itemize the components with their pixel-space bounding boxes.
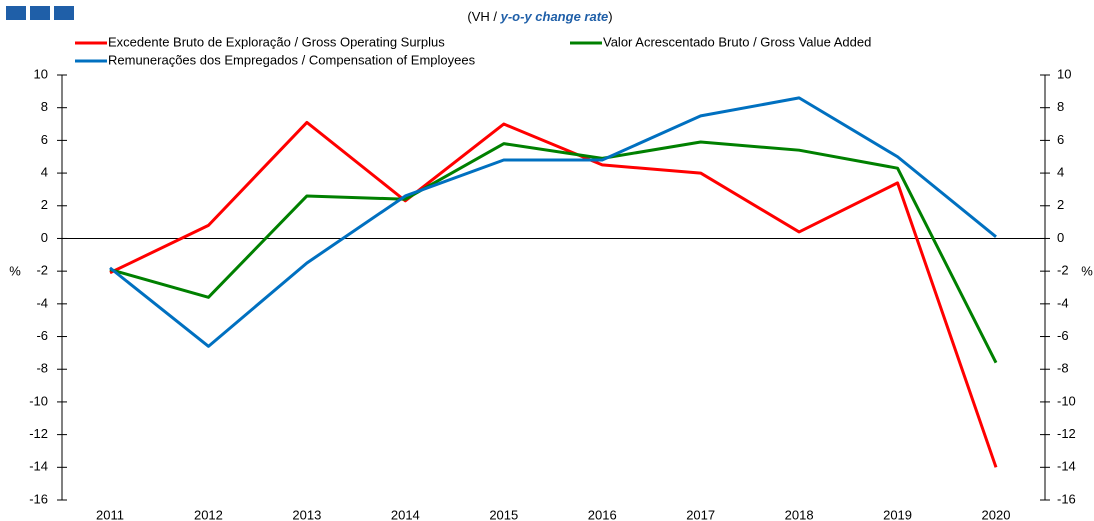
x-tick-label: 2019 xyxy=(883,507,912,521)
y2-tick-label: 8 xyxy=(1057,99,1064,114)
x-tick-label: 2016 xyxy=(588,507,617,521)
y-tick-label: -10 xyxy=(29,393,48,408)
y2-axis-label: % xyxy=(1081,263,1093,278)
x-tick-label: 2012 xyxy=(194,507,223,521)
series-line xyxy=(109,120,998,468)
logo xyxy=(6,6,74,20)
y2-tick-label: 2 xyxy=(1057,197,1064,212)
y-tick-label: -6 xyxy=(36,328,48,343)
y-tick-label: 0 xyxy=(41,230,48,245)
x-tick-label: 2014 xyxy=(391,507,420,521)
y-tick-label: -4 xyxy=(36,295,48,310)
series-line xyxy=(109,96,997,348)
y-tick-label: 8 xyxy=(41,99,48,114)
x-tick-label: 2013 xyxy=(292,507,321,521)
y-tick-label: 6 xyxy=(41,132,48,147)
subtitle-part: ) xyxy=(608,9,612,24)
legend-label: Excedente Bruto de Exploração / Gross Op… xyxy=(108,34,445,49)
y2-tick-label: -8 xyxy=(1057,361,1069,376)
legend-label: Valor Acrescentado Bruto / Gross Value A… xyxy=(603,34,871,49)
x-tick-label: 2017 xyxy=(686,507,715,521)
y2-tick-label: -10 xyxy=(1057,393,1076,408)
subtitle: (VH / y-o-y change rate) xyxy=(467,9,612,24)
y-tick-label: 2 xyxy=(41,197,48,212)
y2-tick-label: 6 xyxy=(1057,132,1064,147)
y-tick-label: -16 xyxy=(29,491,48,506)
x-tick-label: 2020 xyxy=(982,507,1011,521)
y-tick-label: -2 xyxy=(36,263,48,278)
y2-tick-label: -4 xyxy=(1057,295,1069,310)
subtitle-emphasis: y-o-y change rate xyxy=(500,9,609,24)
x-tick-label: 2011 xyxy=(96,507,124,521)
y-axis-label: % xyxy=(9,263,21,278)
y2-tick-label: -6 xyxy=(1057,328,1069,343)
y2-tick-label: -2 xyxy=(1057,263,1069,278)
y-tick-label: -12 xyxy=(29,426,48,441)
y-tick-label: -8 xyxy=(36,361,48,376)
y2-tick-label: -14 xyxy=(1057,459,1076,474)
x-tick-label: 2018 xyxy=(785,507,814,521)
y-tick-label: -14 xyxy=(29,459,48,474)
y2-tick-label: 0 xyxy=(1057,230,1064,245)
legend-label: Remunerações dos Empregados / Compensati… xyxy=(108,52,476,67)
y-tick-label: 4 xyxy=(41,165,48,180)
x-tick-label: 2015 xyxy=(489,507,518,521)
y2-tick-label: 4 xyxy=(1057,165,1064,180)
subtitle-part: (VH / xyxy=(467,9,500,24)
y2-tick-label: 10 xyxy=(1057,66,1071,81)
series-line xyxy=(109,140,998,364)
y-tick-label: 10 xyxy=(34,66,48,81)
y2-tick-label: -12 xyxy=(1057,426,1076,441)
y2-tick-label: -16 xyxy=(1057,491,1076,506)
